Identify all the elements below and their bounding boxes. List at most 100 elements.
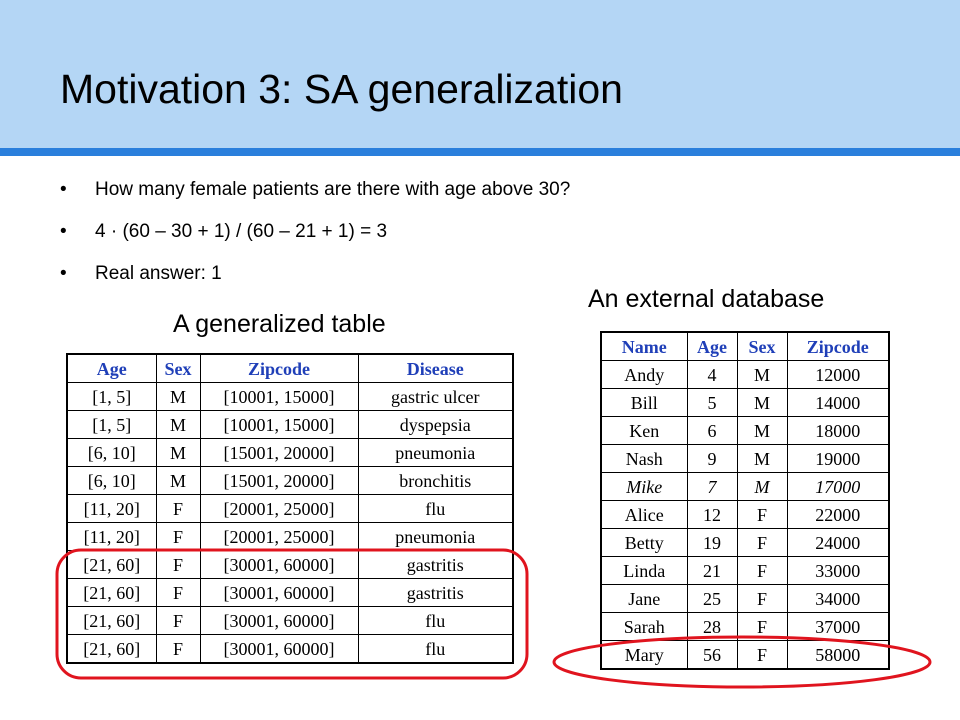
table-cell: gastric ulcer [357, 382, 514, 411]
table-row: [11, 20] F [20001, 25000] pneumonia [66, 522, 514, 551]
external-database-caption: An external database [588, 285, 825, 313]
table-cell: [21, 60] [66, 634, 157, 664]
table-row: Nash 9 M 19000 [600, 444, 890, 473]
table-row: [6, 10] M [15001, 20000] pneumonia [66, 438, 514, 467]
table-row: [21, 60] F [30001, 60000] flu [66, 606, 514, 635]
table-cell: F [155, 578, 201, 607]
generalized-table: Age Sex Zipcode Disease [1, 5] M [10001, 1500… [66, 353, 514, 664]
table-cell: F [736, 584, 788, 613]
table-cell: flu [357, 634, 514, 664]
table-row: Linda 21 F 33000 [600, 556, 890, 585]
bullet-dot: • [60, 179, 67, 200]
bullet-text: How many female patients are there with … [95, 179, 571, 200]
table-cell: F [155, 550, 201, 579]
table-cell: [6, 10] [66, 438, 157, 467]
table-cell: flu [357, 494, 514, 523]
table-cell: 17000 [786, 472, 890, 501]
table-cell: 25 [686, 584, 738, 613]
bullet-dot: • [60, 263, 67, 284]
table-cell: F [155, 634, 201, 664]
table-cell: [30001, 60000] [199, 578, 359, 607]
table-row: [21, 60] F [30001, 60000] flu [66, 634, 514, 664]
table-cell: Nash [600, 444, 688, 473]
table-cell: 7 [686, 472, 738, 501]
bullet-text: Real answer: 1 [95, 263, 222, 284]
bullet-list: • How many female patients are there with… [60, 172, 570, 298]
table-row: [21, 60] F [30001, 60000] gastritis [66, 578, 514, 607]
table-cell: 14000 [786, 388, 890, 417]
bullet-item: • Real answer: 1 [60, 256, 570, 298]
column-header: Zipcode [199, 353, 359, 383]
table-cell: 12 [686, 500, 738, 529]
table-row: [11, 20] F [20001, 25000] flu [66, 494, 514, 523]
table-cell: [30001, 60000] [199, 606, 359, 635]
table-cell: gastritis [357, 550, 514, 579]
table-row: [21, 60] F [30001, 60000] gastritis [66, 550, 514, 579]
table-row: Ken 6 M 18000 [600, 416, 890, 445]
table-cell: flu [357, 606, 514, 635]
bullet-item: • 4 · (60 – 30 + 1) / (60 – 21 + 1) = 3 [60, 214, 570, 256]
column-header: Age [686, 331, 738, 361]
table-cell: Linda [600, 556, 688, 585]
table-cell: 24000 [786, 528, 890, 557]
table-cell: pneumonia [357, 438, 514, 467]
table-cell: [20001, 25000] [199, 522, 359, 551]
table-cell: F [155, 606, 201, 635]
table-cell: 28 [686, 612, 738, 641]
table-cell: gastritis [357, 578, 514, 607]
column-header: Zipcode [786, 331, 890, 361]
table-row: Bill 5 M 14000 [600, 388, 890, 417]
table-row: Jane 25 F 34000 [600, 584, 890, 613]
column-header: Sex [155, 353, 201, 383]
table-cell: Betty [600, 528, 688, 557]
table-cell: 56 [686, 640, 738, 670]
table-cell: Bill [600, 388, 688, 417]
table-cell: [21, 60] [66, 578, 157, 607]
table-cell: [10001, 15000] [199, 410, 359, 439]
table-cell: [20001, 25000] [199, 494, 359, 523]
external-database-table: Name Age Sex Zipcode Andy 4 M 12000 Bill 5 M 14000… [600, 331, 890, 670]
table-cell: 19 [686, 528, 738, 557]
table-cell: F [155, 494, 201, 523]
title-band-rule [0, 148, 960, 156]
table-cell: [11, 20] [66, 494, 157, 523]
table-cell: 58000 [786, 640, 890, 670]
table-row: Sarah 28 F 37000 [600, 612, 890, 641]
table-cell: 33000 [786, 556, 890, 585]
table-header-row: Name Age Sex Zipcode [600, 331, 890, 361]
table-cell: Andy [600, 360, 688, 389]
table-cell: [21, 60] [66, 606, 157, 635]
table-cell: M [155, 410, 201, 439]
column-header: Disease [357, 353, 514, 383]
generalized-table-caption: A generalized table [173, 310, 386, 338]
table-cell: M [736, 416, 788, 445]
column-header: Age [66, 353, 157, 383]
table-cell: F [155, 522, 201, 551]
table-cell: 6 [686, 416, 738, 445]
table-cell: Mary [600, 640, 688, 670]
table-row: [6, 10] M [15001, 20000] bronchitis [66, 466, 514, 495]
table-cell: M [736, 388, 788, 417]
table-cell: Alice [600, 500, 688, 529]
title-band [0, 0, 960, 148]
table-cell: M [155, 438, 201, 467]
table-cell: 37000 [786, 612, 890, 641]
table-cell: [1, 5] [66, 382, 157, 411]
table-row: Alice 12 F 22000 [600, 500, 890, 529]
table-cell: Ken [600, 416, 688, 445]
bullet-text: 4 · (60 – 30 + 1) / (60 – 21 + 1) = 3 [95, 221, 388, 242]
table-row: Betty 19 F 24000 [600, 528, 890, 557]
column-header: Sex [736, 331, 788, 361]
column-header: Name [600, 331, 688, 361]
bullet-item: • How many female patients are there with… [60, 172, 570, 214]
table-cell: [15001, 20000] [199, 438, 359, 467]
table-cell: bronchitis [357, 466, 514, 495]
table-cell: Sarah [600, 612, 688, 641]
slide-title: Motivation 3: SA generalization [60, 66, 623, 112]
table-cell: 22000 [786, 500, 890, 529]
table-cell: dyspepsia [357, 410, 514, 439]
table-row: Mike 7 M 17000 [600, 472, 890, 501]
table-cell: 34000 [786, 584, 890, 613]
table-row: Andy 4 M 12000 [600, 360, 890, 389]
table-cell: 12000 [786, 360, 890, 389]
